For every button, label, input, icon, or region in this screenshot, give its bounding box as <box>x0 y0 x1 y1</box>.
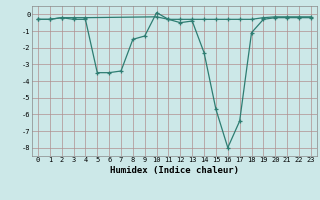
X-axis label: Humidex (Indice chaleur): Humidex (Indice chaleur) <box>110 166 239 175</box>
